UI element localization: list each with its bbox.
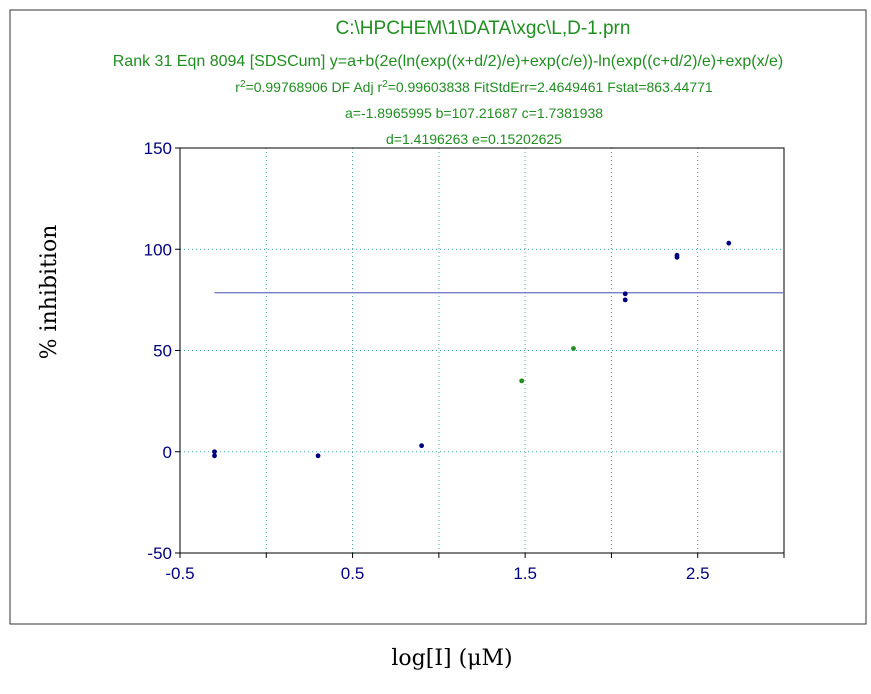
y-tick-label: -50 (147, 544, 172, 563)
x-tick-label: 0.5 (341, 564, 365, 583)
x-tick-label: 2.5 (686, 564, 710, 583)
data-point (726, 240, 732, 246)
y-tick-label: 0 (163, 443, 172, 462)
chart-subtitle-params-1: a=-1.8965995 b=107.21687 c=1.7381938 (345, 105, 603, 121)
stats-part-2: =0.99603838 FitStdErr=2.4649461 Fstat=86… (388, 79, 713, 95)
chart-subtitle-params-2: d=1.4196263 e=0.15202625 (386, 131, 562, 147)
chart-frame (9, 9, 867, 625)
data-point (212, 453, 217, 459)
tick-labels: -0.5 0.5 1.5 2.5 -50 0 50 100 150 (144, 139, 710, 583)
data-point (419, 443, 424, 449)
data-point (674, 254, 680, 260)
axes (175, 147, 785, 558)
r-symbol: r (235, 79, 240, 95)
superscript-2: 2 (240, 79, 246, 90)
data-point (622, 291, 628, 297)
stats-part-1: =0.99768906 DF Adj r (246, 79, 383, 95)
chart-title: C:\HPCHEM\1\DATA\xgc\L,D-1.prn (336, 18, 631, 39)
superscript-2b: 2 (382, 79, 388, 90)
chart-subtitle-equation: Rank 31 Eqn 8094 [SDSCum] y=a+b(2e(ln(ex… (113, 53, 784, 70)
x-tick-label: -0.5 (165, 564, 194, 583)
y-tick-label: 100 (144, 240, 172, 259)
data-point (315, 453, 321, 459)
data-point (519, 378, 525, 384)
grid-lines (180, 148, 784, 553)
data-point (212, 449, 217, 455)
x-axis-label: log[I] (μM) (391, 646, 512, 671)
data-point (622, 297, 628, 303)
y-tick-label: 150 (144, 139, 172, 158)
chart-subtitle-stats: r2=0.99768906 DF Adj r2=0.99603838 FitSt… (235, 79, 713, 96)
x-tick-label: 1.5 (513, 564, 537, 583)
y-axis-label: % inhibition (37, 225, 62, 360)
data-points (212, 240, 732, 459)
y-tick-label: 50 (153, 342, 172, 361)
data-point (571, 346, 576, 351)
